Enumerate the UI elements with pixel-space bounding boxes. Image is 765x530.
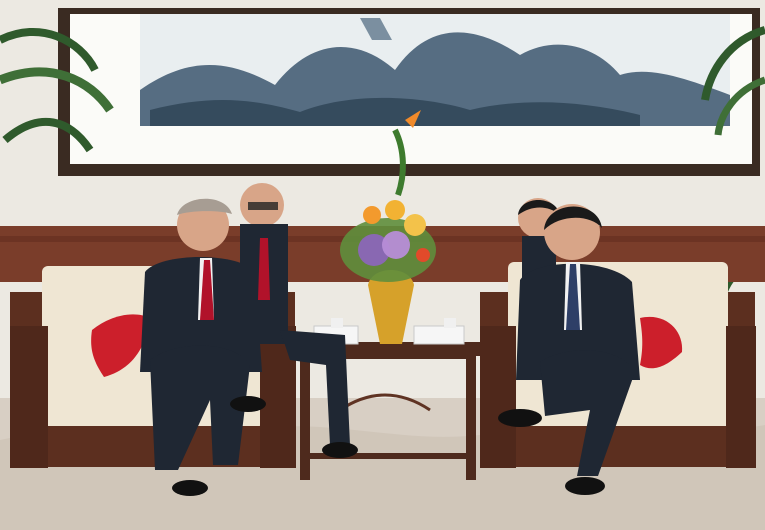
teacup-right [444, 318, 456, 328]
table-leg-right [466, 356, 476, 480]
painting-foothills [150, 97, 640, 126]
left-guest-hair [177, 198, 232, 215]
teacup-left [331, 318, 343, 328]
right-host-shoe-2 [565, 477, 605, 495]
landscape-painting [58, 8, 760, 176]
painting-calligraphy-mark [360, 18, 392, 40]
right-host-shoe [498, 409, 542, 427]
red-pillow-right [640, 316, 683, 369]
interpreter-left-glasses [248, 202, 278, 210]
place-card-right [413, 325, 465, 345]
orange-flower [363, 206, 381, 224]
left-guest-shoe-2 [230, 396, 266, 412]
right-host-hair [544, 206, 602, 230]
gold-vase [368, 270, 414, 344]
hydrangea [358, 234, 390, 266]
left-sofa-arm-left [10, 326, 48, 468]
hydrangea-2 [382, 231, 410, 259]
table-leg-left [300, 356, 310, 480]
yellow-flower-2 [385, 200, 405, 220]
person-right-host [498, 204, 640, 495]
red-pillow-left [91, 314, 150, 377]
right-host-tie [566, 264, 580, 330]
interpreter-left-tie [258, 238, 270, 300]
yellow-flower [404, 214, 426, 236]
left-guest-tie [200, 260, 214, 320]
painting-mountains [140, 32, 730, 126]
table-carving [339, 393, 431, 412]
stems [392, 128, 406, 196]
interpreter-left-legs [280, 330, 350, 445]
left-guest-legs [150, 345, 250, 470]
red-flower [416, 248, 430, 262]
person-interpreter-left [240, 183, 358, 458]
left-guest-shoe [172, 480, 208, 496]
right-sofa-arm-left [480, 326, 516, 468]
interpreter-right-hair [518, 200, 560, 215]
person-left-guest [140, 198, 266, 496]
right-sofa-arm-right [726, 326, 756, 468]
right-host-legs [540, 350, 635, 476]
bird-of-paradise [405, 110, 421, 128]
interpreter-left-shoe [322, 442, 358, 458]
flower-arrangement [340, 110, 436, 344]
